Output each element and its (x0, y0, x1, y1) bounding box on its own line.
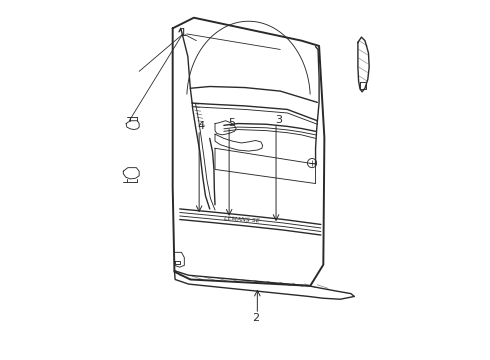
Text: 2: 2 (252, 313, 259, 323)
Text: 5: 5 (228, 118, 235, 128)
Text: 4: 4 (197, 121, 204, 131)
Text: LEMANS SE: LEMANS SE (224, 216, 260, 224)
Text: 3: 3 (275, 115, 282, 125)
Text: 1: 1 (180, 27, 187, 37)
